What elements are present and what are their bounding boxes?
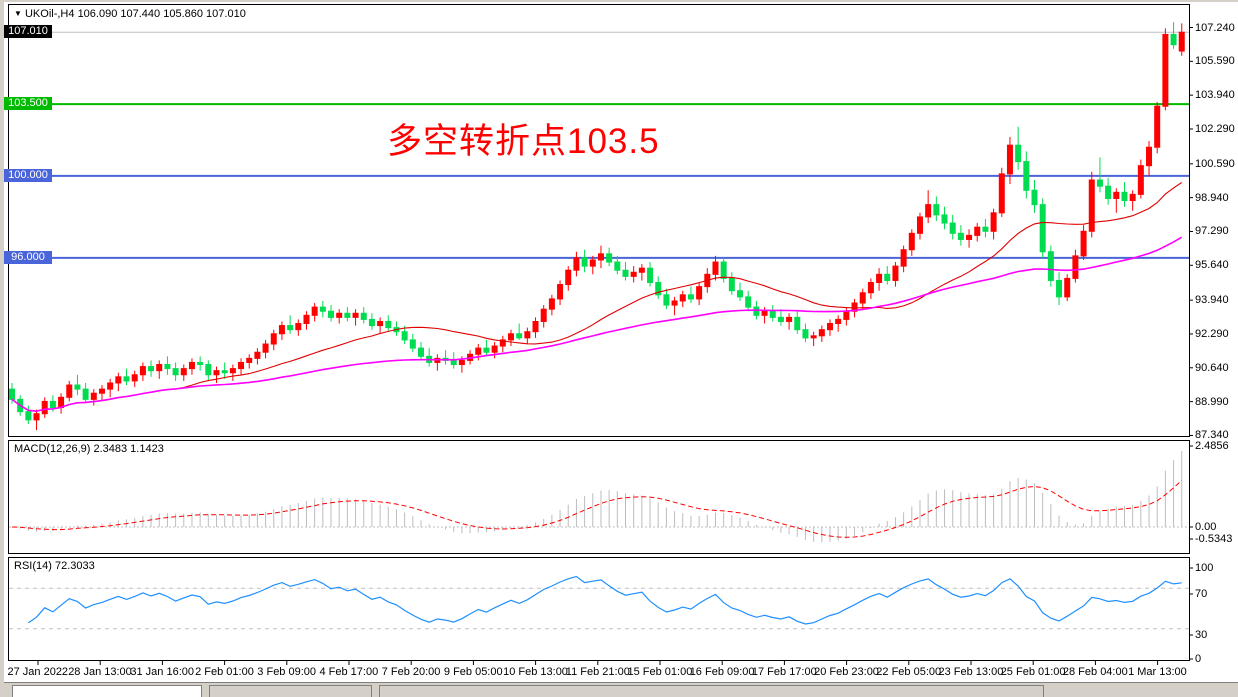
price-line-label: 96.000 <box>4 250 52 264</box>
symbol-dropdown-icon[interactable]: ▼ <box>14 9 22 18</box>
macd-label: MACD(12,26,9) <box>14 443 91 455</box>
time-tick-label: 27 Jan 2022 <box>7 666 69 678</box>
price-tick-label: 93.940 <box>1195 294 1229 307</box>
rsi-header: RSI(14) 72.3033 <box>14 560 95 572</box>
time-tick-label: 15 Feb 01:00 <box>627 666 693 678</box>
time-tick-label: 4 Feb 17:00 <box>319 666 379 678</box>
price-tick-label: 90.640 <box>1195 361 1229 374</box>
time-tick-label: 28 Feb 04:00 <box>1062 666 1128 678</box>
price-line-label: 107.010 <box>4 25 52 39</box>
rsi-axis-label: 70 <box>1195 588 1208 600</box>
price-tick-label: 88.990 <box>1195 395 1229 408</box>
time-tick-label: 25 Feb 01:00 <box>1000 666 1066 678</box>
time-tick-label: 28 Jan 13:00 <box>68 666 132 678</box>
macd-pane[interactable] <box>8 440 1190 554</box>
chart-tab[interactable] <box>209 685 372 697</box>
macd-values: 2.3483 1.1423 <box>93 443 164 455</box>
chart-tab[interactable] <box>379 685 1044 697</box>
time-tick-label: 3 Feb 09:00 <box>257 666 317 678</box>
time-tick-label: 11 Feb 21:00 <box>565 666 630 678</box>
macd-header: MACD(12,26,9) 2.3483 1.1423 <box>14 443 164 455</box>
time-tick-label: 7 Feb 20:00 <box>381 666 441 678</box>
symbol-timeframe-label: UKOil-,H4 <box>24 8 75 20</box>
price-tick-label: 87.340 <box>1195 429 1229 442</box>
rsi-axis-label: 100 <box>1195 562 1214 574</box>
price-tick-label: 105.590 <box>1195 55 1235 68</box>
main-chart-pane[interactable] <box>8 4 1190 437</box>
price-tick-label: 102.290 <box>1195 122 1235 135</box>
price-line-label: 103.500 <box>4 97 52 111</box>
rsi-axis-label: 0 <box>1195 653 1202 665</box>
price-axis-column <box>1190 2 1238 682</box>
price-tick-label: 92.290 <box>1195 327 1229 340</box>
price-line-label: 100.000 <box>4 168 52 182</box>
ohlc-open: 106.090 <box>77 8 118 20</box>
price-tick-label: 107.240 <box>1195 21 1235 34</box>
price-tick-label: 95.640 <box>1195 259 1229 272</box>
chart-tab-bar <box>4 682 1238 697</box>
ohlc-close: 107.010 <box>206 8 246 20</box>
rsi-axis-label: 30 <box>1195 629 1208 641</box>
time-tick-label: 9 Feb 05:00 <box>443 666 503 678</box>
price-tick-label: 98.940 <box>1195 191 1229 204</box>
chart-tab[interactable] <box>12 685 202 697</box>
time-tick-label: 1 Mar 13:00 <box>1128 666 1187 678</box>
macd-axis-label: 2.4856 <box>1195 440 1229 452</box>
ohlc-high: 107.440 <box>120 8 161 20</box>
time-tick-label: 16 Feb 09:00 <box>689 666 755 678</box>
price-tick-label: 103.940 <box>1195 89 1235 102</box>
time-tick-label: 22 Feb 05:00 <box>876 666 942 678</box>
turning-point-annotation: 多空转折点103.5 <box>387 122 660 161</box>
time-tick-label: 20 Feb 23:00 <box>814 666 879 678</box>
macd-axis-label: 0.00 <box>1195 521 1217 533</box>
rsi-pane[interactable] <box>8 557 1190 661</box>
rsi-values: 72.3033 <box>54 560 95 572</box>
time-tick-label: 17 Feb 17:00 <box>751 666 817 678</box>
time-axis <box>4 661 1238 682</box>
chart-title: ▼ UKOil-,H4 106.090 107.440 105.860 107.… <box>14 8 246 20</box>
time-tick-label: 10 Feb 13:00 <box>503 666 568 678</box>
time-tick-label: 31 Jan 16:00 <box>130 666 195 678</box>
macd-axis-label: -0.5343 <box>1195 533 1233 545</box>
price-tick-label: 97.290 <box>1195 225 1229 238</box>
rsi-label: RSI(14) <box>14 560 52 572</box>
time-tick-label: 2 Feb 01:00 <box>195 666 254 678</box>
time-tick-label: 23 Feb 13:00 <box>938 666 1004 678</box>
ohlc-low: 105.860 <box>163 8 203 20</box>
price-tick-label: 100.590 <box>1195 157 1235 170</box>
